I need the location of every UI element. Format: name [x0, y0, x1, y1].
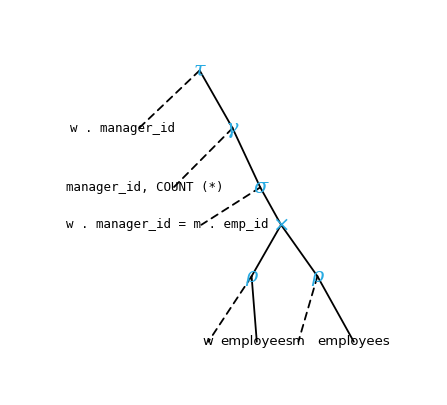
- Text: ρ: ρ: [245, 267, 258, 286]
- Text: ×: ×: [272, 215, 290, 234]
- Text: manager_id, COUNT (*): manager_id, COUNT (*): [66, 181, 224, 194]
- Text: τ: τ: [194, 61, 205, 80]
- Text: w . manager_id: w . manager_id: [70, 122, 175, 134]
- Text: w . manager_id = m . emp_id: w . manager_id = m . emp_id: [66, 218, 269, 231]
- Text: employees: employees: [317, 335, 390, 348]
- Text: m: m: [292, 335, 305, 348]
- Text: employees: employees: [220, 335, 293, 348]
- Text: w: w: [203, 335, 214, 348]
- Text: γ: γ: [226, 119, 239, 138]
- Text: ρ: ρ: [311, 267, 324, 286]
- Text: σ: σ: [253, 178, 267, 197]
